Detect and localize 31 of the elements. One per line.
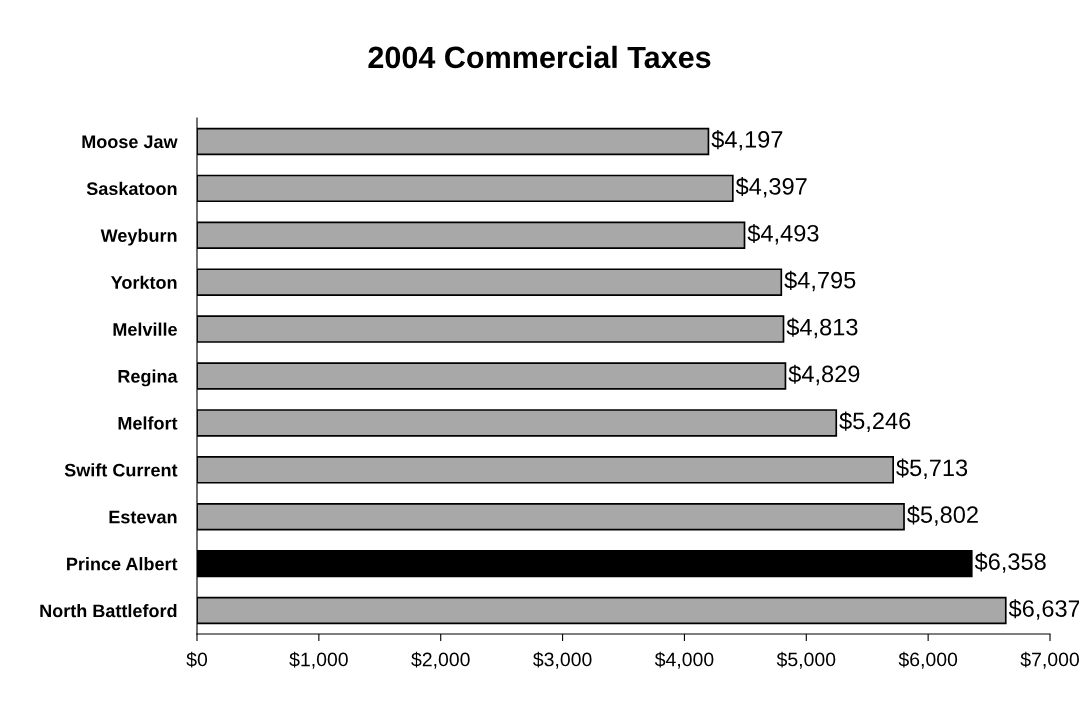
- y-tick-label: Swift Current: [64, 463, 178, 477]
- data-label: $5,802: [907, 505, 978, 526]
- data-label: $4,829: [788, 364, 860, 386]
- y-tick-label: Saskatoon: [86, 181, 177, 196]
- y-tick-label: Melfort: [118, 416, 178, 430]
- data-label: $4,493: [747, 223, 819, 245]
- data-label: $4,795: [784, 270, 856, 292]
- x-tick-label: $4,000: [654, 651, 714, 669]
- x-tick-label: $7,000: [1020, 651, 1079, 669]
- x-tick-label: $3,000: [533, 651, 592, 669]
- y-tick-label: Moose Jaw: [82, 135, 178, 149]
- x-tick-label: $2,000: [411, 651, 470, 669]
- data-label: $6,358: [974, 552, 1046, 573]
- y-tick-label: Weyburn: [100, 228, 177, 246]
- data-label: $5,713: [896, 458, 968, 479]
- data-label: $5,246: [839, 411, 911, 433]
- data-label: $6,637: [1008, 599, 1079, 620]
- data-label: $4,197: [711, 130, 783, 151]
- x-tick-label: $1,000: [289, 651, 348, 669]
- x-tick-label: $0: [186, 651, 208, 668]
- chart-title: 2004 Commercial Taxes: [368, 45, 711, 69]
- y-tick-label: Yorkton: [110, 275, 177, 289]
- y-tick-label: Estevan: [109, 510, 177, 524]
- x-tick-label: $5,000: [776, 651, 836, 669]
- y-tick-label: Melville: [113, 322, 177, 336]
- y-tick-label: North Battleford: [40, 604, 177, 618]
- data-label: $4,813: [786, 317, 858, 339]
- y-tick-label: Regina: [118, 369, 178, 387]
- x-tick-label: $6,000: [898, 651, 958, 669]
- data-label: $4,397: [735, 176, 807, 198]
- y-tick-label: Prince Albert: [67, 557, 178, 571]
